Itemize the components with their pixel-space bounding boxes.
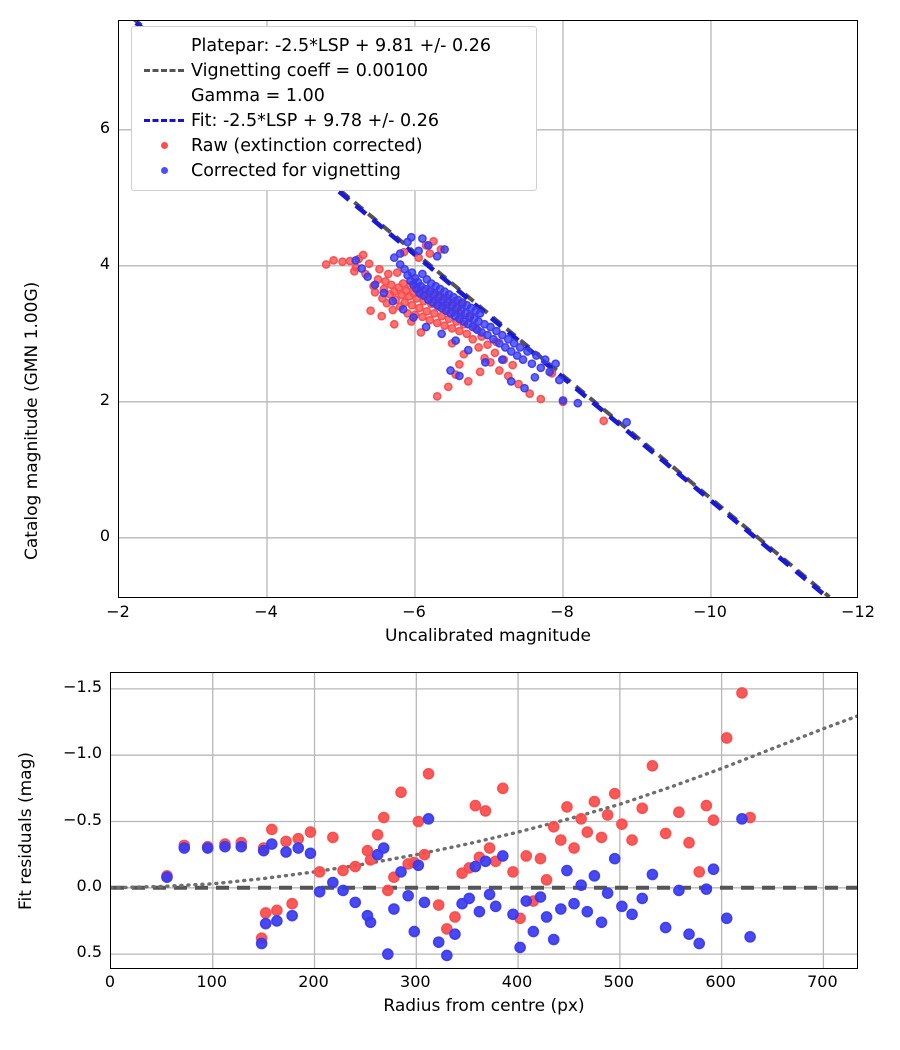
x-tick-label: −4: [254, 602, 278, 621]
legend-label: Fit: -2.5*LSP + 9.78 +/- 0.26: [191, 110, 439, 131]
x-tick-label: 500: [603, 972, 635, 991]
bottom-x-axis-label: Radius from centre (px): [383, 996, 585, 1016]
y-tick-label: 4: [99, 253, 110, 273]
x-tick-label: 0: [104, 972, 116, 991]
y-tick-label: −0.5: [63, 809, 102, 829]
legend-entry: Raw (extinction corrected): [141, 133, 527, 158]
legend-label: Corrected for vignetting: [191, 160, 401, 181]
dashed-blue-line-icon: [141, 119, 187, 122]
bottom-plot-svg: [111, 673, 857, 968]
y-tick-label: 0: [99, 525, 110, 545]
dashed-gray-line-icon: [141, 69, 187, 72]
x-tick-label: −12: [841, 602, 875, 621]
top-y-axis-label: Catalog magnitude (GMN 1.00G): [22, 281, 42, 560]
x-tick-label: 300: [400, 972, 431, 991]
legend-entry: Corrected for vignetting: [141, 158, 527, 183]
y-tick-label: −1.0: [63, 743, 102, 763]
legend-entry: Vignetting coeff = 0.00100: [141, 58, 527, 83]
x-tick-label: 100: [196, 972, 228, 991]
x-tick-label: 700: [807, 972, 838, 991]
x-tick-label: −2: [106, 602, 130, 621]
x-tick-label: −8: [550, 602, 574, 621]
legend-label: Gamma = 1.00: [191, 85, 325, 106]
y-tick-label: 2: [99, 389, 110, 409]
legend-entry: Platepar: -2.5*LSP + 9.81 +/- 0.26: [141, 33, 527, 58]
blue-dot-marker-icon: [141, 167, 187, 174]
legend-entry: Gamma = 1.00: [141, 83, 527, 108]
legend-label: Vignetting coeff = 0.00100: [191, 60, 429, 81]
bottom-plot-area: [111, 673, 857, 968]
legend-label: Platepar: -2.5*LSP + 9.81 +/- 0.26: [191, 35, 491, 56]
y-tick-label: 0.5: [76, 942, 102, 962]
plot-legend: Platepar: -2.5*LSP + 9.81 +/- 0.26 Vignet…: [131, 26, 537, 191]
fit-residuals-axes: [110, 672, 858, 969]
x-tick-label: −10: [693, 602, 727, 621]
x-tick-label: 200: [298, 972, 329, 991]
y-tick-label: −1.5: [63, 676, 102, 696]
y-tick-label: 6: [99, 117, 110, 137]
x-tick-label: 400: [501, 972, 533, 991]
legend-label: Raw (extinction corrected): [191, 135, 423, 156]
x-tick-label: −6: [402, 602, 426, 621]
legend-entry: Fit: -2.5*LSP + 9.78 +/- 0.26: [141, 108, 527, 133]
y-tick-label: 0.0: [76, 875, 102, 895]
red-dot-marker-icon: [141, 142, 187, 149]
top-x-axis-label: Uncalibrated magnitude: [385, 626, 591, 646]
x-tick-label: 600: [705, 972, 736, 991]
